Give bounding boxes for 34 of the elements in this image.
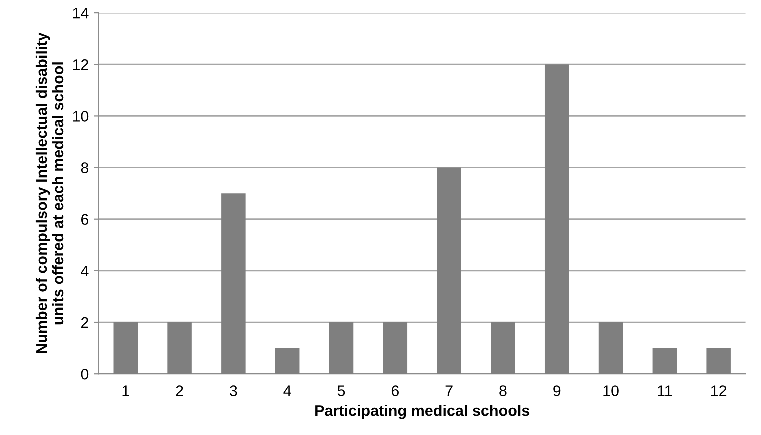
x-tick-label: 5 bbox=[338, 386, 346, 396]
bar bbox=[275, 348, 300, 374]
y-tick-label: 14 bbox=[73, 8, 89, 19]
y-tick-label: 6 bbox=[81, 214, 89, 226]
bar bbox=[598, 322, 624, 374]
y-tick-label: 4 bbox=[81, 266, 89, 276]
x-tick-label: 4 bbox=[284, 386, 292, 396]
x-tick-label: 7 bbox=[446, 386, 453, 396]
x-tick-label: 1 bbox=[122, 386, 130, 396]
bar bbox=[168, 322, 192, 374]
x-tick-label: 3 bbox=[230, 386, 238, 396]
bar bbox=[491, 322, 516, 374]
bar bbox=[652, 348, 678, 374]
bar bbox=[329, 322, 354, 374]
y-tick-label: 0 bbox=[81, 368, 89, 380]
y-tick-label: 2 bbox=[81, 317, 88, 328]
y-tick-label: 12 bbox=[73, 59, 88, 70]
bar bbox=[544, 64, 570, 374]
x-tick-label: 9 bbox=[554, 386, 561, 396]
bar bbox=[222, 194, 246, 374]
y-tick-label: 10 bbox=[73, 111, 89, 122]
x-tick-label: 2 bbox=[176, 386, 184, 396]
y-tick-label: 8 bbox=[81, 162, 89, 174]
x-tick-label: 12 bbox=[711, 386, 727, 396]
bar bbox=[383, 322, 408, 374]
y-axis-title: Number of compulsory Intellectual disability units offered at each medical school bbox=[36, 32, 64, 354]
x-tick-label: 8 bbox=[500, 386, 507, 396]
x-tick-label: 10 bbox=[604, 386, 619, 396]
x-tick-label: 6 bbox=[392, 386, 399, 396]
bar bbox=[114, 322, 138, 374]
bar bbox=[437, 168, 462, 374]
bar bbox=[706, 348, 731, 374]
x-axis-title: Participating medical schools bbox=[316, 405, 530, 420]
x-tick-label: 11 bbox=[658, 386, 672, 396]
